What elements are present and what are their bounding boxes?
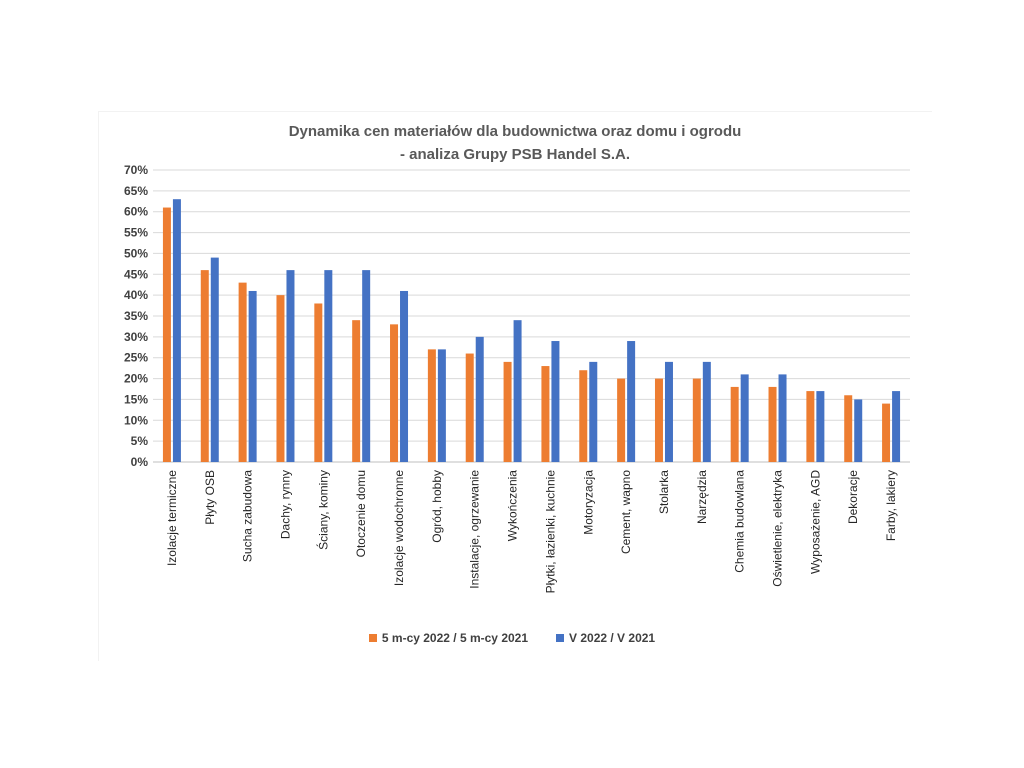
legend-item-series-2: V 2022 / V 2021: [556, 631, 655, 645]
y-tick-label: 0%: [131, 455, 149, 469]
bar-series-2: [513, 320, 522, 462]
bar-series-1: [806, 391, 815, 462]
bar-series-2: [854, 399, 863, 462]
y-tick-label: 25%: [124, 351, 148, 365]
bar-series-2: [589, 361, 598, 462]
chart-subtitle: - analiza Grupy PSB Handel S.A.: [399, 146, 631, 163]
bar-series-1: [617, 378, 626, 462]
bar-series-2: [816, 391, 825, 462]
x-tick-label: Instalacje, ogrzewanie: [468, 470, 482, 589]
y-tick-label: 50%: [124, 246, 148, 260]
bar-series-2: [400, 290, 409, 462]
bar-series-1: [390, 324, 399, 462]
x-tick-label: Płyty OSB: [203, 470, 217, 525]
bar-series-2: [210, 257, 219, 462]
x-tick-label: Płytki, łazienki, kuchnie: [543, 470, 557, 594]
y-tick-label: 10%: [124, 413, 148, 427]
x-tick-label: Narzędzia: [695, 470, 709, 524]
x-tick-label: Motoryzacja: [581, 470, 595, 535]
y-tick-label: 40%: [124, 288, 148, 302]
y-tick-label: 5%: [131, 434, 149, 448]
bar-series-1: [730, 386, 739, 462]
bar-series-1: [162, 207, 171, 462]
bar-series-2: [324, 270, 333, 462]
bar-series-2: [778, 374, 787, 462]
bar-series-2: [892, 391, 901, 462]
bar-series-2: [172, 199, 181, 462]
legend: 5 m-cy 2022 / 5 m-cy 2021 V 2022 / V 202…: [0, 631, 1024, 645]
y-tick-label: 65%: [124, 184, 148, 198]
x-tick-label: Dekoracje: [846, 470, 860, 524]
x-tick-label: Ściany, kominy: [315, 470, 330, 550]
x-tick-label: Cement, wapno: [619, 470, 633, 554]
x-tick-label: Wyposażenie, AGD: [808, 470, 822, 574]
legend-swatch-series-2: [556, 634, 565, 642]
bar-series-1: [465, 353, 474, 462]
bar-series-2: [702, 361, 711, 462]
x-tick-label: Dachy, rynny: [278, 470, 292, 539]
bar-series-1: [654, 378, 663, 462]
x-tick-label: Otoczenie domu: [354, 470, 368, 557]
x-tick-label: Wykończenia: [506, 470, 520, 542]
bar-series-1: [314, 303, 323, 462]
y-tick-label: 35%: [124, 309, 148, 323]
bar-series-2: [551, 341, 560, 462]
bar-series-1: [427, 349, 436, 462]
chart-title: Dynamika cen materiałów dla budownictwa …: [288, 123, 742, 140]
bar-series-2: [437, 349, 446, 462]
y-tick-label: 60%: [124, 205, 148, 219]
x-tick-label: Ogród, hobby: [430, 470, 444, 543]
x-tick-label: Izolacje wodochronne: [392, 470, 406, 586]
y-tick-label: 45%: [124, 267, 148, 281]
y-tick-label: 20%: [124, 372, 148, 386]
legend-label-series-2: V 2022 / V 2021: [569, 631, 656, 645]
bar-series-2: [362, 270, 371, 462]
bar-series-2: [475, 336, 484, 462]
x-tick-label: Farby, lakiery: [884, 470, 898, 541]
bar-series-2: [740, 374, 749, 462]
x-tick-label: Stolarka: [657, 470, 671, 514]
x-tick-label: Oświetlenie, elektryka: [771, 470, 785, 587]
legend-label-series-1: 5 m-cy 2022 / 5 m-cy 2021: [381, 631, 529, 645]
bar-series-2: [286, 270, 295, 462]
x-tick-label: Izolacje termiczne: [165, 470, 179, 566]
legend-item-series-1: 5 m-cy 2022 / 5 m-cy 2021: [368, 631, 529, 645]
bar-series-1: [768, 386, 777, 462]
y-tick-label: 15%: [124, 392, 148, 406]
bar-series-1: [276, 295, 285, 462]
y-tick-label: 55%: [124, 226, 148, 240]
x-tick-label: Sucha zabudowa: [241, 470, 255, 562]
bar-series-1: [541, 366, 550, 462]
y-tick-label: 30%: [124, 330, 148, 344]
x-tick-label: Chemia budowlana: [733, 470, 747, 573]
bar-series-2: [248, 290, 257, 462]
y-tick-label: 70%: [124, 163, 148, 177]
bar-series-1: [352, 320, 361, 462]
bar-series-2: [664, 361, 673, 462]
bar-series-1: [579, 370, 588, 462]
legend-swatch-series-1: [368, 634, 377, 642]
bar-series-1: [200, 270, 209, 462]
bar-series-1: [692, 378, 701, 462]
bar-series-2: [627, 341, 636, 462]
bar-series-1: [882, 403, 891, 462]
bar-series-1: [844, 395, 853, 462]
bar-series-1: [503, 361, 512, 462]
chart-frame: [98, 111, 932, 661]
bar-series-1: [238, 282, 247, 462]
